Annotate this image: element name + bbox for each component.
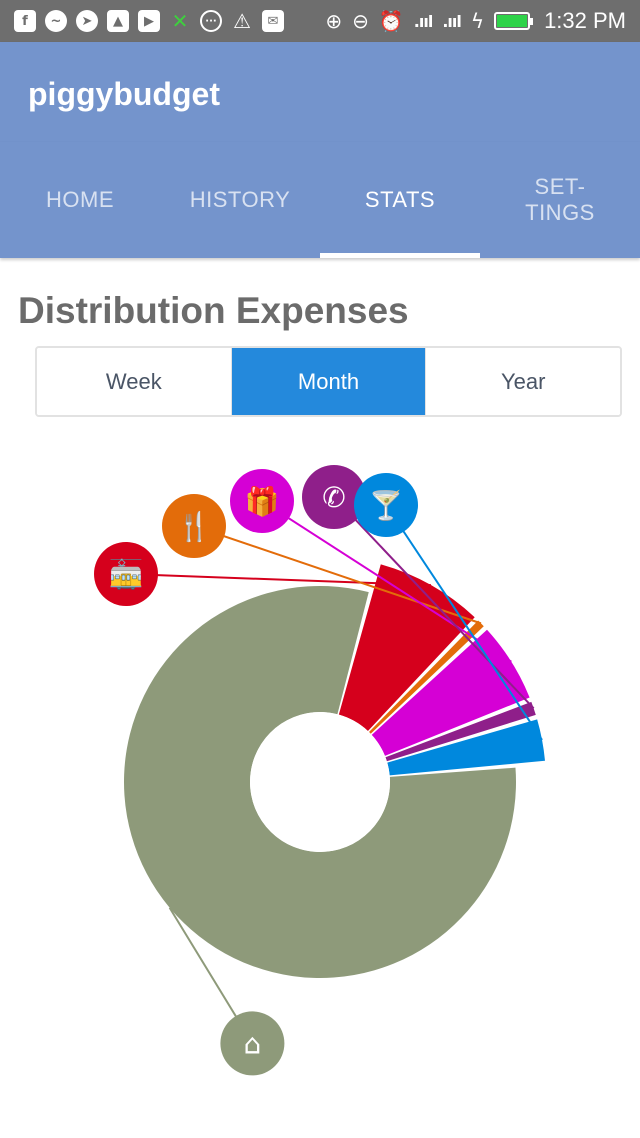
phone-icon: ✆: [322, 481, 345, 514]
leader-line: [333, 496, 535, 710]
app-title: piggybudget: [28, 76, 220, 112]
category-bubble[interactable]: [302, 465, 366, 529]
messenger-icon: ~: [45, 10, 67, 32]
expense-donut-chart: 🚋 🍴 🎁 ✆ 🍸 ⌂: [94, 465, 545, 1076]
alarm-icon: ⏰: [378, 9, 404, 33]
category-bubble[interactable]: [220, 1011, 285, 1076]
battery-icon: [494, 12, 534, 30]
period-month-button[interactable]: Month: [231, 348, 427, 415]
signal-icon: .ııl: [442, 11, 462, 31]
restaurant-icon: 🍴: [177, 510, 212, 543]
category-bubble[interactable]: [230, 469, 294, 533]
donut-slice[interactable]: [124, 586, 517, 978]
leader-line: [125, 573, 431, 587]
category-bubble[interactable]: [94, 542, 158, 606]
home-icon: ⌂: [244, 1027, 262, 1060]
do-not-disturb-icon: ⊖: [352, 9, 369, 33]
telegram-icon: ➤: [76, 10, 98, 32]
period-week-button[interactable]: Week: [37, 348, 232, 415]
tab-history[interactable]: HISTORY: [160, 142, 320, 258]
tab-label: STATS: [364, 187, 436, 212]
gift-icon: 🎁: [245, 485, 280, 518]
transport-icon: 🚋: [109, 558, 144, 591]
category-bubble[interactable]: [354, 473, 418, 537]
tab-stats[interactable]: STATS: [320, 142, 480, 258]
tab-label: HOME: [46, 187, 114, 212]
tab-label: SET- TINGS: [525, 174, 595, 225]
donut-slice[interactable]: [387, 719, 545, 776]
leader-line: [193, 525, 482, 625]
app-bar: piggybudget: [0, 42, 640, 142]
period-selector: Week Month Year: [35, 346, 622, 417]
donut-slice[interactable]: [368, 620, 484, 734]
signal-icon: .ııl: [413, 11, 434, 31]
tab-settings[interactable]: SET- TINGS: [480, 142, 640, 258]
excel-icon: ✕: [171, 9, 189, 33]
status-time: 1:32 PM: [544, 8, 626, 33]
donut-slice[interactable]: [385, 701, 536, 762]
leader-line: [385, 504, 543, 741]
tab-bar: HOME HISTORY STATS SET- TINGS: [0, 142, 640, 258]
page-title: Distribution Expenses: [18, 290, 409, 331]
add-circle-icon: ⊕: [325, 9, 343, 33]
donut-hole: [250, 712, 390, 852]
drinks-icon: 🍸: [369, 488, 404, 522]
period-year-button[interactable]: Year: [426, 348, 620, 415]
charging-icon: ϟ: [470, 9, 485, 33]
leader-line: [261, 500, 512, 663]
tab-label: HISTORY: [189, 187, 291, 212]
tab-home[interactable]: HOME: [0, 142, 160, 258]
category-bubble[interactable]: [162, 494, 226, 558]
email-icon: ✉: [262, 10, 284, 32]
gallery-icon: ▲: [107, 10, 129, 32]
warning-icon: ⚠: [233, 9, 251, 33]
tab-indicator: [320, 253, 480, 258]
youtube-icon: ▶: [138, 10, 160, 32]
donut-slice[interactable]: [338, 564, 475, 731]
status-bar: f ~ ➤ ▲ ▶ ✕ ··· ⚠ ✉ ⊕ ⊖ ⏰ .ııl .ııl ϟ 1:…: [0, 0, 640, 42]
facebook-icon: f: [14, 10, 36, 32]
messages-icon: ···: [200, 10, 222, 32]
